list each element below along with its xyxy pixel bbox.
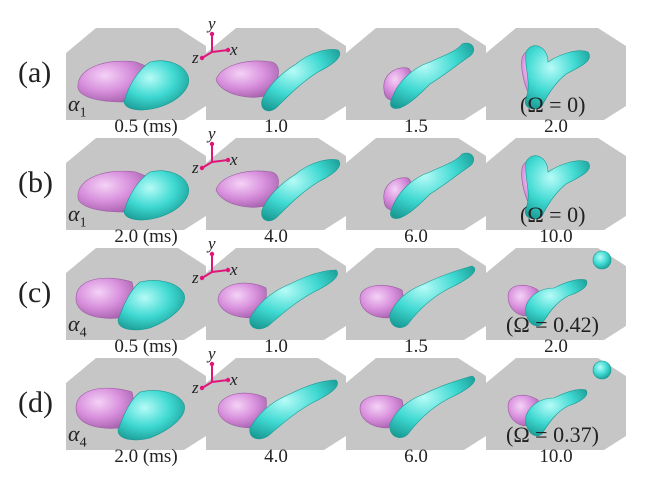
time-label: 4.0 [264,446,288,467]
time-label: 2.0 [544,336,568,357]
row-label: (c) [18,276,52,309]
alpha-symbol: α [68,421,80,446]
time-label: 0.5 (ms) [114,336,178,357]
cyan-droplet-surface [524,45,590,110]
alpha-label: α1 [68,201,87,231]
time-label: 2.0 (ms) [114,226,178,247]
simulation-panel [206,248,346,340]
time-label: 4.0 [264,226,288,247]
row-label: (d) [18,386,53,419]
simulation-panel [486,138,626,230]
alpha-symbol: α [68,311,80,336]
axis-label-y: y [208,14,216,33]
simulation-panel [486,28,626,120]
axis-label-x: x [230,260,238,279]
alpha-subscript: 1 [79,215,87,231]
time-label: 2.0 (ms) [114,446,178,467]
axis-label-z: z [192,158,199,177]
axis-triad-icon [199,141,231,171]
cyan-droplet-surface [389,375,476,438]
cyan-droplet-surface [592,360,612,380]
simulation-panel [66,248,206,340]
simulation-panel [346,358,486,450]
alpha-subscript: 4 [79,325,87,341]
cyan-droplet-surface [117,390,185,441]
cyan-droplet-surface [389,265,476,328]
cyan-droplet-surface [261,49,340,112]
cyan-droplet-surface [123,170,189,221]
time-label: 6.0 [404,226,428,247]
pink-phase-surface [215,170,279,208]
alpha-symbol: α [68,91,80,116]
cyan-droplet-surface [249,269,338,330]
omega-label: (Ω = 0.42) [506,312,599,337]
axis-triad-icon [199,361,231,391]
alpha-symbol: α [68,201,80,226]
simulation-panel [66,28,206,120]
axis-triad-icon [199,31,231,61]
simulation-panel [486,358,626,450]
alpha-subscript: 1 [79,105,87,121]
simulation-panel [66,358,206,450]
axis-label-z: z [192,48,199,67]
time-label: 6.0 [404,446,428,467]
cyan-droplet-surface [525,389,588,436]
axis-label-z: z [192,378,199,397]
row-label: (b) [18,166,53,199]
omega-label: (Ω = 0) [520,92,586,117]
alpha-subscript: 4 [79,435,87,451]
simulation-panel [346,28,486,120]
alpha-label: α1 [68,91,87,121]
time-label: 1.5 [404,116,428,137]
cyan-droplet-surface [525,279,588,326]
simulation-panel [486,248,626,340]
simulation-panel [346,248,486,340]
simulation-panel [346,138,486,230]
alpha-label: α4 [68,421,87,451]
omega-label: (Ω = 0) [520,202,586,227]
axis-label-x: x [230,370,238,389]
alpha-label: α4 [68,311,87,341]
cyan-droplet-surface [524,155,590,220]
pink-phase-surface [215,60,279,98]
row-label: (a) [18,56,52,89]
time-label: 1.5 [404,336,428,357]
cyan-droplet-surface [592,250,612,270]
cyan-droplet-surface [117,280,185,331]
time-label: 10.0 [539,446,573,467]
cyan-droplet-surface [249,379,338,440]
axis-triad-icon [199,251,231,281]
simulation-panel [206,28,346,120]
time-label: 1.0 [264,336,288,357]
simulation-panel [66,138,206,230]
simulation-panel [206,358,346,450]
cyan-droplet-surface [390,42,474,109]
time-label: 1.0 [264,116,288,137]
cyan-droplet-surface [123,60,189,111]
cyan-droplet-surface [390,152,474,219]
simulation-panel [206,138,346,230]
omega-label: (Ω = 0.37) [506,422,599,447]
time-label: 0.5 (ms) [114,116,178,137]
cyan-droplet-surface [261,159,340,222]
time-label: 2.0 [544,116,568,137]
axis-label-x: x [230,150,238,169]
axis-label-y: y [208,124,216,143]
axis-label-y: y [208,344,216,363]
axis-label-x: x [230,40,238,59]
axis-label-z: z [192,268,199,287]
axis-label-y: y [208,234,216,253]
time-label: 10.0 [539,226,573,247]
